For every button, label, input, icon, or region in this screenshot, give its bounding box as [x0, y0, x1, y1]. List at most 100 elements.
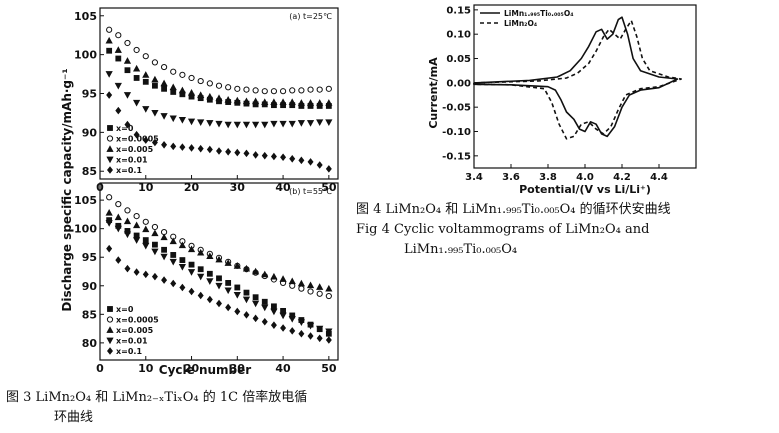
plot-frame — [99, 182, 339, 361]
data-point — [133, 237, 141, 244]
data-point — [307, 86, 314, 93]
x-tick-label: 10 — [138, 181, 154, 194]
data-point — [133, 221, 141, 229]
x-tick-label: 30 — [230, 181, 246, 194]
data-point — [316, 283, 324, 290]
cv-y-axis-label: Current/mA — [427, 57, 440, 129]
data-point — [197, 144, 204, 153]
data-point — [288, 120, 296, 128]
panel-title: (a) t=25℃ — [289, 12, 332, 21]
data-point — [206, 278, 214, 285]
data-point — [123, 231, 132, 239]
legend-entry: x=0.005 — [116, 326, 154, 335]
data-point — [280, 153, 287, 162]
data-point — [298, 285, 305, 292]
legend-marker — [107, 347, 113, 355]
data-point — [242, 121, 251, 129]
data-point — [105, 36, 113, 44]
data-point — [187, 245, 196, 253]
y-tick-label: 105 — [74, 10, 97, 23]
data-point — [224, 287, 232, 295]
data-point — [243, 311, 250, 319]
data-point — [325, 165, 332, 173]
data-point — [133, 130, 140, 139]
data-point — [160, 253, 168, 261]
data-point — [197, 273, 205, 281]
data-point — [106, 26, 113, 33]
data-point — [271, 303, 277, 310]
x-tick-label: 50 — [321, 362, 337, 375]
data-point — [197, 266, 204, 273]
data-point — [279, 98, 287, 105]
data-point — [252, 314, 259, 323]
data-point — [316, 161, 323, 169]
data-point — [215, 82, 223, 89]
data-point — [280, 324, 287, 332]
data-point — [325, 85, 332, 92]
y-tick-label: 95 — [82, 251, 97, 264]
data-point — [225, 303, 232, 312]
data-point — [215, 255, 223, 263]
data-point — [297, 319, 305, 327]
data-point — [161, 85, 167, 92]
data-point — [325, 292, 332, 300]
data-point — [123, 92, 132, 99]
data-point — [142, 237, 149, 243]
legend-marker — [106, 135, 114, 142]
y-tick-label: 85 — [82, 165, 97, 178]
data-point — [115, 201, 122, 208]
legend-marker — [107, 125, 113, 131]
data-point — [289, 155, 296, 163]
figure-3-caption: 图 3 LiMn₂O₄ 和 LiMn₂₋ₓTiₓO₄ 的 1C 倍率放电循 环曲… — [6, 388, 307, 428]
data-point — [179, 257, 186, 263]
data-point — [225, 148, 232, 156]
data-point — [133, 99, 141, 107]
y-tick-label: 85 — [82, 308, 97, 321]
data-point — [151, 138, 158, 147]
data-point — [151, 75, 159, 83]
cv-chart: 3.4 3.6 3.8 4.0 4.2 4.4 -0.15 -0.10 -0.05 0.00 0.0… — [442, 4, 697, 183]
data-point — [188, 287, 195, 296]
data-point — [289, 87, 296, 94]
figure-3-caption-line-1: 图 3 LiMn₂O₄ 和 LiMn₂₋ₓTiₓO₄ 的 1C 倍率放电循 — [6, 390, 308, 405]
data-point — [316, 119, 324, 126]
data-point — [169, 115, 177, 123]
data-point — [234, 307, 241, 316]
data-point — [124, 120, 131, 129]
data-point — [133, 64, 141, 72]
data-point — [288, 277, 296, 285]
data-point — [261, 121, 269, 129]
figure-4-caption-line-1: 图 4 LiMn₂O₄ 和 LiMn₁.₉₉₅Ti₀.₀₀₅O₄ 的循环伏安曲线 — [356, 202, 671, 217]
data-point — [179, 143, 186, 151]
data-point — [206, 145, 213, 154]
x-tick-label: 0 — [96, 362, 104, 375]
data-point — [325, 119, 333, 126]
data-point — [142, 270, 149, 279]
data-point — [279, 88, 287, 95]
data-point — [123, 57, 132, 64]
data-point — [179, 71, 186, 78]
data-point — [115, 55, 122, 62]
legend-entry: x=0.1 — [116, 347, 142, 356]
data-point — [316, 325, 324, 333]
data-point — [142, 136, 149, 144]
data-point — [297, 279, 305, 287]
data-point — [105, 220, 113, 227]
data-point — [161, 276, 168, 284]
y-tick-label: 100 — [74, 223, 97, 236]
data-point — [261, 298, 268, 305]
data-point — [224, 95, 232, 103]
legend-entry: x=0.0005 — [116, 135, 159, 144]
data-point — [142, 78, 149, 85]
data-point — [115, 106, 122, 115]
figure-4-caption-line-2: Fig 4 Cyclic voltammograms of LiMn₂O₄ an… — [356, 222, 650, 237]
data-point — [306, 120, 315, 127]
data-point — [142, 106, 150, 113]
data-point — [225, 84, 232, 91]
y-tick-label: -0.10 — [442, 127, 471, 138]
y-tick-label: 0.15 — [446, 5, 471, 16]
data-point — [216, 299, 222, 308]
data-point — [216, 147, 222, 155]
data-point — [298, 87, 305, 94]
